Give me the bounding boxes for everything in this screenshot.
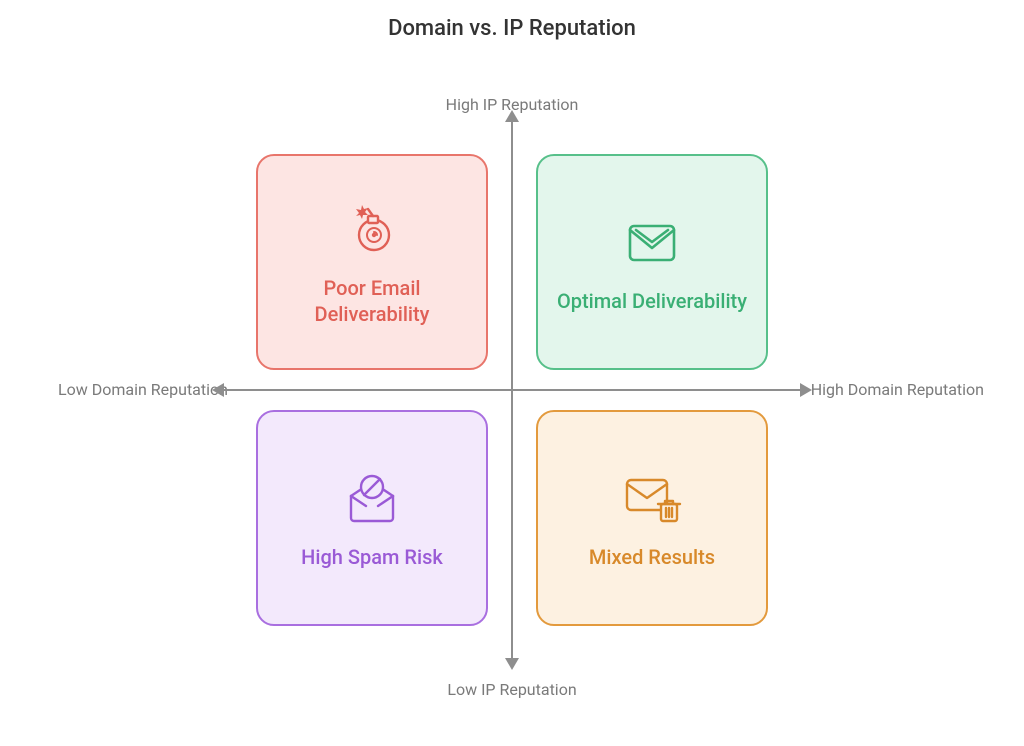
arrow-down-icon	[505, 658, 519, 670]
arrow-left-icon	[212, 383, 224, 397]
email-check-icon	[624, 210, 680, 274]
x-axis	[220, 389, 804, 391]
quadrant-bottom-left: High Spam Risk	[256, 410, 488, 626]
quadrant-label: Poor Email Deliverability	[272, 275, 472, 327]
quadrant-label: Mixed Results	[589, 544, 715, 570]
email-trash-icon	[621, 466, 683, 530]
email-bomb-icon	[344, 197, 400, 261]
quadrant-stage: Poor Email Deliverability Optimal Delive…	[242, 140, 782, 640]
quadrant-top-right: Optimal Deliverability	[536, 154, 768, 370]
quadrant-top-left: Poor Email Deliverability	[256, 154, 488, 370]
axis-label-right: High Domain Reputation	[811, 380, 984, 399]
arrow-up-icon	[505, 110, 519, 122]
email-blocked-icon	[343, 466, 401, 530]
axis-label-bottom: Low IP Reputation	[0, 680, 1024, 699]
quadrant-label: High Spam Risk	[301, 544, 443, 570]
diagram-title: Domain vs. IP Reputation	[0, 16, 1024, 41]
quadrant-label: Optimal Deliverability	[557, 288, 747, 314]
axis-label-left: Low Domain Reputation	[58, 380, 228, 399]
quadrant-bottom-right: Mixed Results	[536, 410, 768, 626]
arrow-right-icon	[800, 383, 812, 397]
